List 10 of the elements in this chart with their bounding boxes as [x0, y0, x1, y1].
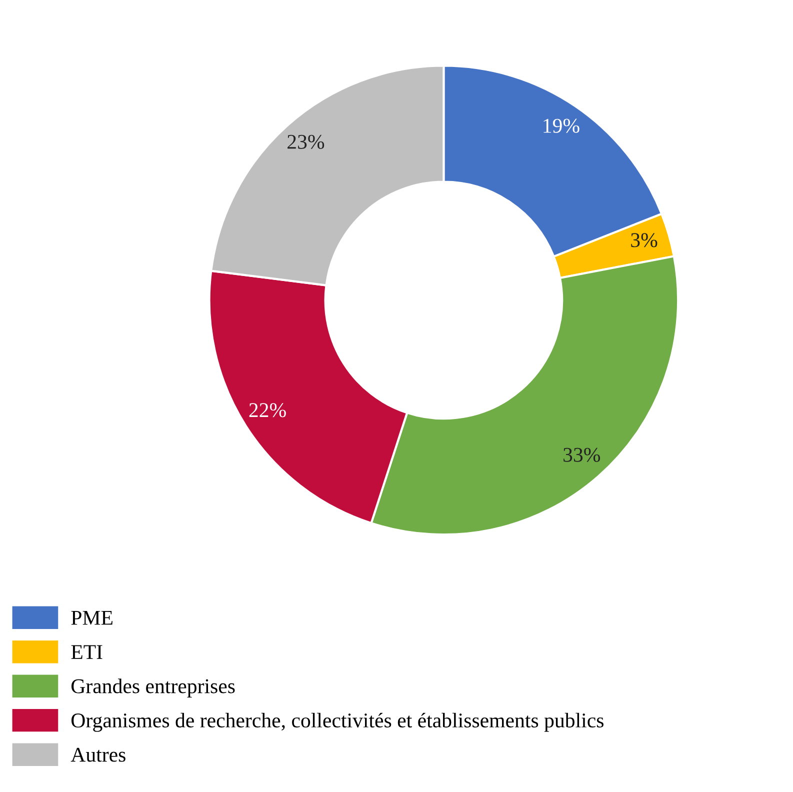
data-label: 33% — [564, 448, 600, 462]
data-label: 22% — [249, 403, 286, 418]
legend-label: PME — [71, 610, 112, 625]
data-label: 23% — [288, 134, 324, 149]
data-label: 19% — [544, 118, 580, 133]
data-label: 3% — [631, 233, 658, 248]
legend-label: Organismes de recherche, collectivités et établissements publics — [71, 712, 604, 732]
legend-label: Grandes entreprises — [71, 678, 235, 698]
legend-label: Autres — [70, 748, 126, 762]
legend-label: ETI — [71, 645, 102, 659]
